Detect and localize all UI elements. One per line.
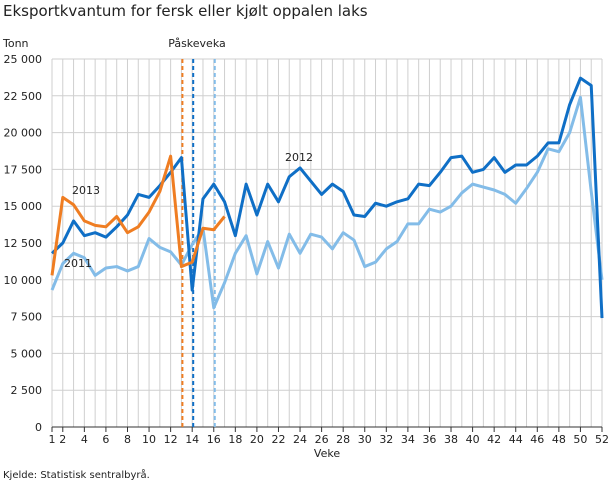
x-tick-label: 1 xyxy=(49,433,56,446)
y-tick-label: 0 xyxy=(35,421,42,434)
x-tick-label: 12 xyxy=(164,433,178,446)
x-tick-label: 14 xyxy=(185,433,199,446)
x-tick-label: 44 xyxy=(509,433,523,446)
x-tick-label: 18 xyxy=(228,433,242,446)
easter-label: Påskeveka xyxy=(168,37,226,50)
y-tick-label: 17 500 xyxy=(4,163,43,176)
series-label-2012: 2012 xyxy=(285,151,313,164)
x-tick-label: 52 xyxy=(595,433,609,446)
x-tick-label: 34 xyxy=(401,433,415,446)
y-tick-label: 15 000 xyxy=(4,200,43,213)
y-tick-label: 10 000 xyxy=(4,274,43,287)
x-tick-label: 48 xyxy=(552,433,566,446)
x-tick-label: 28 xyxy=(336,433,350,446)
x-tick-label: 30 xyxy=(358,433,372,446)
x-tick-label: 50 xyxy=(573,433,587,446)
x-tick-label: 26 xyxy=(315,433,329,446)
y-tick-label: 25 000 xyxy=(4,53,43,66)
x-tick-label: 42 xyxy=(487,433,501,446)
x-tick-label: 46 xyxy=(530,433,544,446)
x-axis-label: Veke xyxy=(314,447,340,460)
x-tick-label: 36 xyxy=(422,433,436,446)
y-tick-label: 7 500 xyxy=(11,311,43,324)
x-tick-label: 38 xyxy=(444,433,458,446)
x-tick-label: 40 xyxy=(466,433,480,446)
y-tick-label: 2 500 xyxy=(11,384,43,397)
x-tick-label: 24 xyxy=(293,433,307,446)
x-tick-label: 2 xyxy=(59,433,66,446)
y-tick-label: 22 500 xyxy=(4,90,43,103)
series-label-2011: 2011 xyxy=(64,257,92,270)
chart-title: Eksportkvantum for fersk eller kjølt opp… xyxy=(3,2,368,20)
x-tick-label: 32 xyxy=(379,433,393,446)
x-tick-label: 20 xyxy=(250,433,264,446)
series-label-2013: 2013 xyxy=(72,184,100,197)
series-line-2013 xyxy=(50,154,226,276)
series-line-2012 xyxy=(50,76,604,319)
y-tick-label: 12 500 xyxy=(4,237,43,250)
y-tick-label: 5 000 xyxy=(11,347,43,360)
series-line-2011 xyxy=(50,95,604,310)
source-note: Kjelde: Statistisk sentralbyrå. xyxy=(3,470,150,481)
x-tick-label: 8 xyxy=(124,433,131,446)
x-tick-label: 22 xyxy=(271,433,285,446)
y-axis-label: Tonn xyxy=(2,37,29,50)
x-tick-label: 6 xyxy=(102,433,109,446)
x-tick-label: 16 xyxy=(207,433,221,446)
x-tick-label: 10 xyxy=(142,433,156,446)
y-tick-label: 20 000 xyxy=(4,127,43,140)
x-tick-label: 4 xyxy=(81,433,88,446)
